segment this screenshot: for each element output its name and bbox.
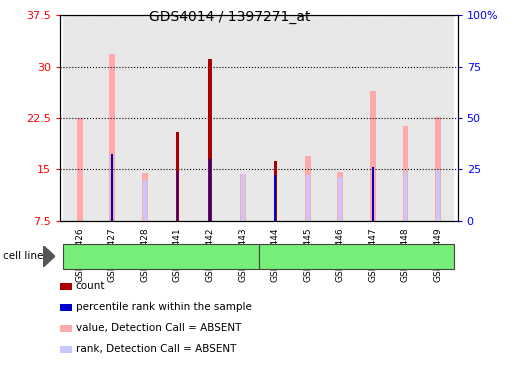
Bar [357, 15, 389, 221]
Bar [240, 174, 245, 221]
Text: GDS4014 / 1397271_at: GDS4014 / 1397271_at [150, 10, 311, 23]
Bar [274, 161, 277, 221]
Bar [208, 58, 212, 221]
Bar [63, 15, 96, 221]
Text: value, Detection Call = ABSENT: value, Detection Call = ABSENT [76, 323, 241, 333]
Bar [96, 15, 129, 221]
Bar [259, 15, 291, 221]
Bar [306, 175, 310, 221]
Bar [109, 55, 115, 221]
Bar [435, 117, 441, 221]
Polygon shape [43, 246, 55, 267]
Bar [177, 171, 178, 221]
Text: rank, Detection Call = ABSENT: rank, Detection Call = ABSENT [76, 344, 236, 354]
Bar [129, 15, 161, 221]
Bar [209, 159, 211, 221]
Text: CRI-G1-RR (rotenone resistant): CRI-G1-RR (rotenone resistant) [81, 251, 242, 262]
Bar [370, 91, 376, 221]
Bar [389, 15, 422, 221]
Bar [324, 15, 357, 221]
Bar [338, 177, 342, 221]
Text: percentile rank within the sample: percentile rank within the sample [76, 302, 252, 312]
Bar [436, 170, 440, 221]
Text: cell line: cell line [3, 251, 43, 262]
Bar [372, 167, 374, 221]
Bar [111, 154, 113, 221]
Bar [291, 15, 324, 221]
Bar [143, 180, 147, 221]
Bar [422, 15, 454, 221]
Text: count: count [76, 281, 105, 291]
Bar [142, 173, 148, 221]
Bar [77, 118, 83, 221]
Bar [176, 132, 179, 221]
Bar [275, 175, 276, 221]
Bar [403, 126, 408, 221]
Bar [404, 172, 407, 221]
Bar [337, 172, 343, 221]
Bar [226, 15, 259, 221]
Bar [305, 156, 311, 221]
Bar [194, 15, 226, 221]
Bar [241, 174, 245, 221]
Text: CRI-G1-RS (rotenone sensitive): CRI-G1-RS (rotenone sensitive) [276, 251, 438, 262]
Bar [161, 15, 194, 221]
